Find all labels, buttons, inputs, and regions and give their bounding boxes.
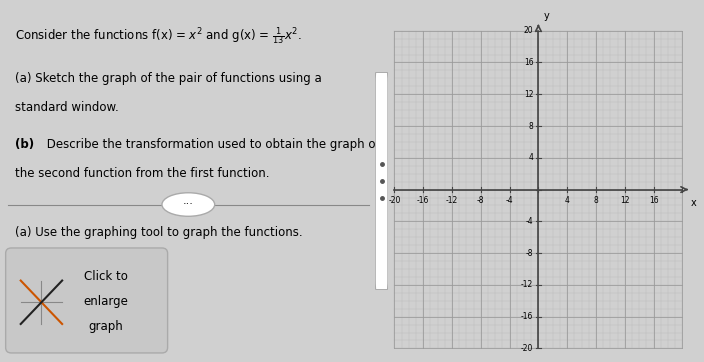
Text: ···: ···	[183, 199, 194, 210]
Text: -20: -20	[521, 344, 534, 353]
Text: Describe the transformation used to obtain the graph of: Describe the transformation used to obta…	[44, 138, 380, 151]
Text: standard window.: standard window.	[15, 101, 119, 114]
FancyBboxPatch shape	[6, 248, 168, 353]
Text: -16: -16	[417, 196, 429, 205]
Text: 20: 20	[524, 26, 534, 35]
Text: 12: 12	[620, 196, 629, 205]
FancyBboxPatch shape	[375, 72, 388, 290]
Text: 16: 16	[524, 58, 534, 67]
Text: the second function from the first function.: the second function from the first funct…	[15, 167, 270, 180]
Text: -12: -12	[521, 280, 534, 289]
Text: -16: -16	[521, 312, 534, 321]
Text: Click to: Click to	[84, 270, 127, 283]
Text: -4: -4	[505, 196, 513, 205]
Text: 8: 8	[593, 196, 598, 205]
Text: -12: -12	[446, 196, 458, 205]
Ellipse shape	[162, 193, 215, 216]
Text: (b): (b)	[15, 138, 34, 151]
Text: (a) Sketch the graph of the pair of functions using a: (a) Sketch the graph of the pair of func…	[15, 72, 322, 85]
Text: 8: 8	[529, 122, 534, 131]
Text: graph: graph	[88, 320, 122, 333]
Text: enlarge: enlarge	[83, 295, 128, 308]
Text: 4: 4	[565, 196, 570, 205]
Text: Consider the functions f(x) = $x^2$ and g(x) = $\frac{1}{13}x^2$.: Consider the functions f(x) = $x^2$ and …	[15, 25, 302, 47]
Text: -4: -4	[526, 217, 534, 226]
Text: 4: 4	[529, 153, 534, 162]
Text: (a) Use the graphing tool to graph the functions.: (a) Use the graphing tool to graph the f…	[15, 226, 303, 239]
Text: 12: 12	[524, 90, 534, 99]
Text: -8: -8	[477, 196, 484, 205]
Text: -8: -8	[526, 249, 534, 258]
Text: -20: -20	[388, 196, 401, 205]
Text: x: x	[691, 198, 696, 207]
Text: y: y	[544, 11, 550, 21]
Text: 16: 16	[649, 196, 658, 205]
